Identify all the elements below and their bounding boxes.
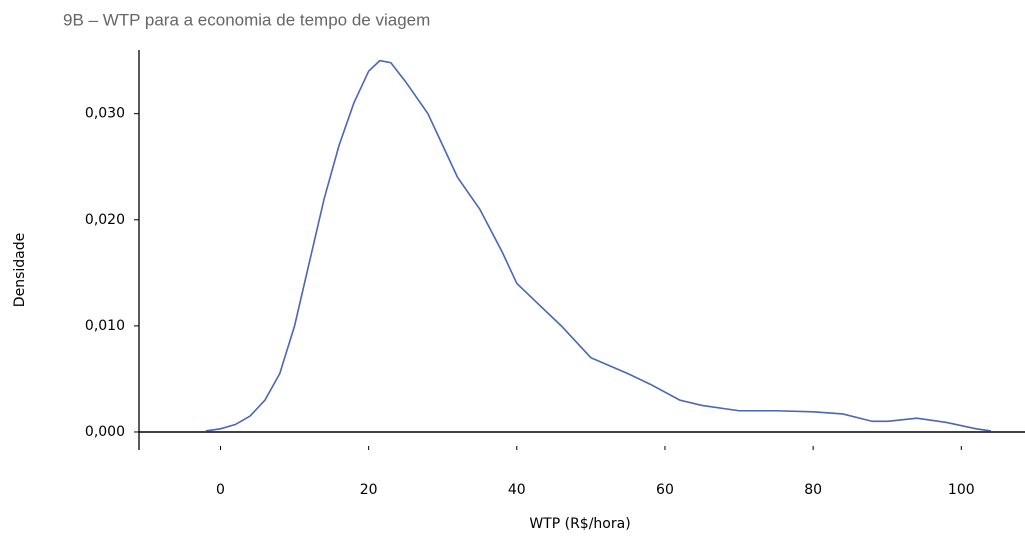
- chart-title: 9B – WTP para a economia de tempo de via…: [63, 10, 430, 29]
- y-tick-label: 0,010: [85, 318, 125, 334]
- density-line: [205, 59, 992, 432]
- y-tick-label: 0,020: [85, 212, 125, 228]
- x-tick-label: 40: [508, 482, 526, 498]
- y-axis-label: Densidade: [12, 233, 28, 307]
- x-tick-label: 0: [216, 482, 225, 498]
- y-tick-label: 0,030: [85, 106, 125, 122]
- x-tick-label: 60: [656, 482, 674, 498]
- x-tick-label: 20: [360, 482, 378, 498]
- x-tick-label: 100: [948, 482, 975, 498]
- x-axis-label: WTP (R$/hora): [529, 516, 630, 532]
- y-tick-label: 0,000: [85, 424, 125, 440]
- x-tick-label: 80: [804, 482, 822, 498]
